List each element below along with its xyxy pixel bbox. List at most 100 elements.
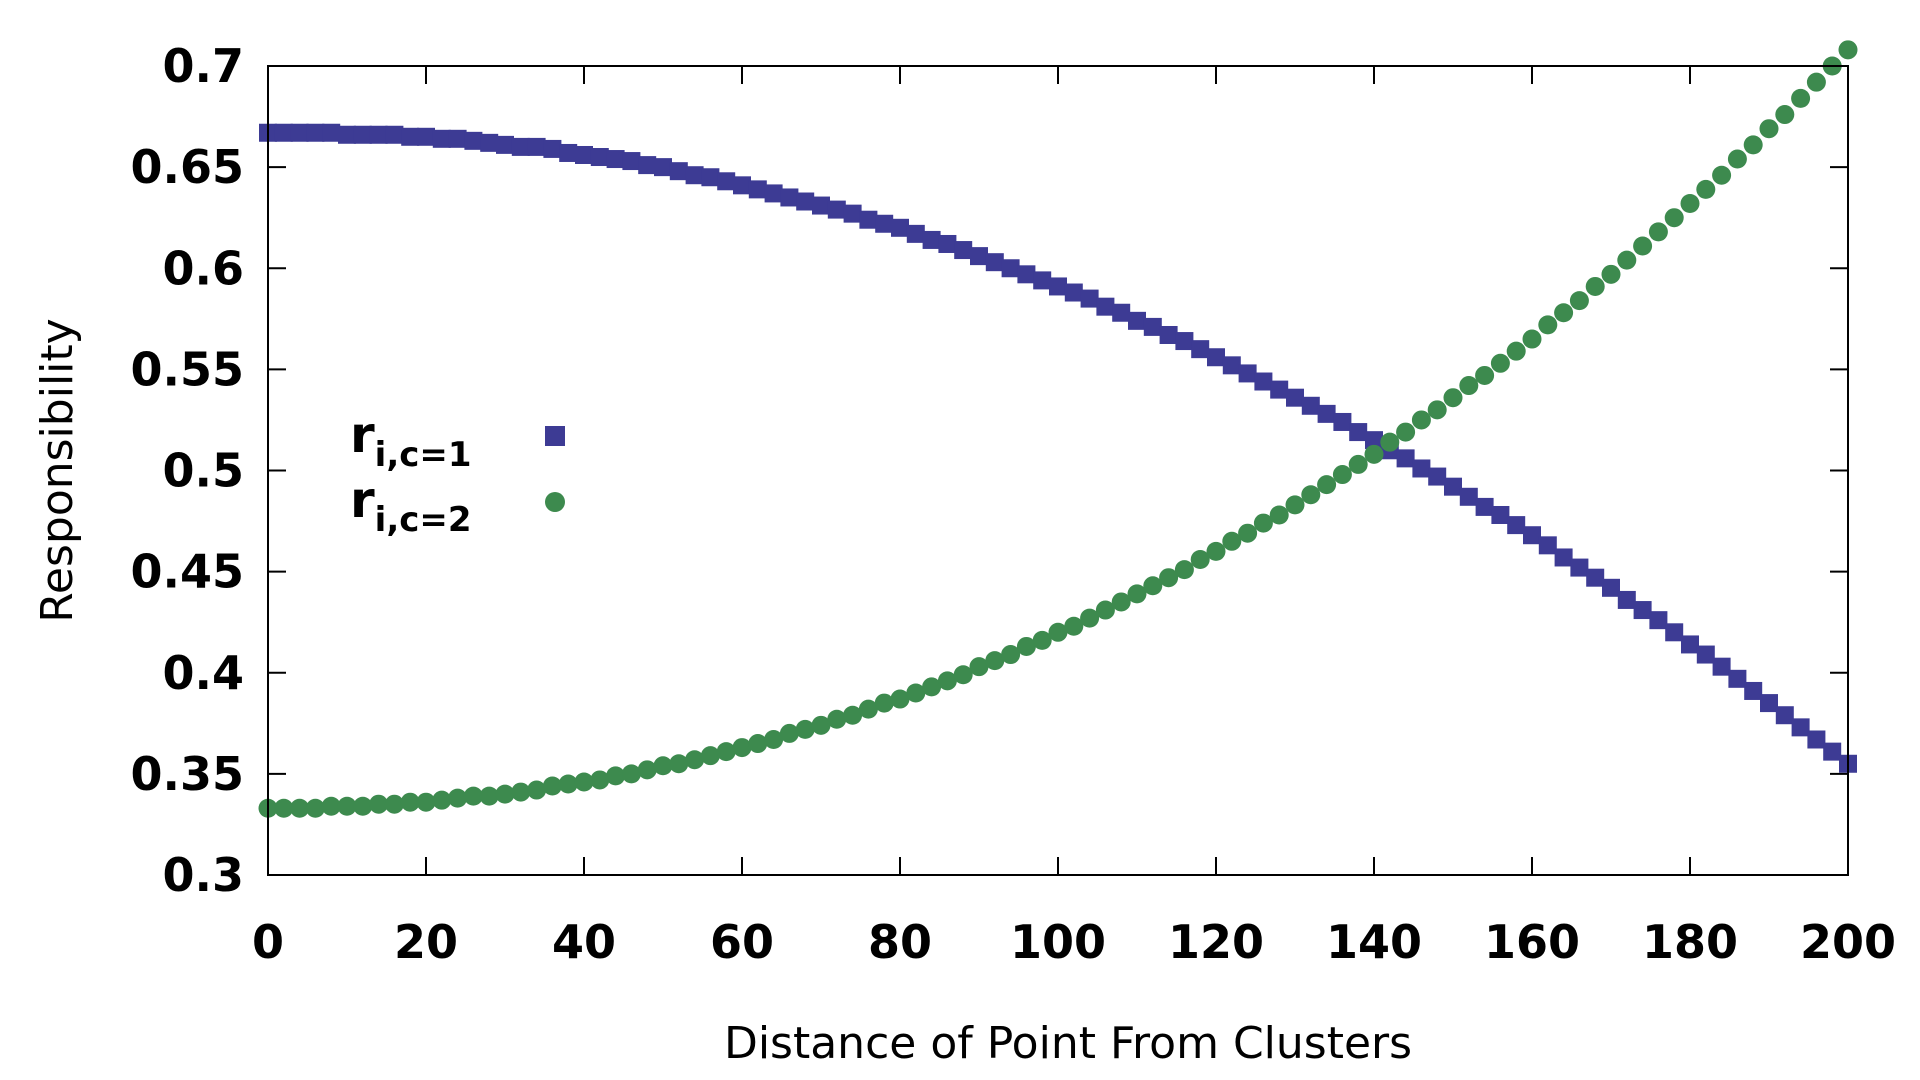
data-point-circle xyxy=(1111,592,1131,612)
data-point-square xyxy=(906,224,925,243)
data-point-square xyxy=(1349,423,1368,442)
data-point-circle xyxy=(1348,454,1368,474)
data-point-circle xyxy=(621,764,641,784)
data-point-square xyxy=(274,123,293,142)
data-point-square xyxy=(1096,297,1115,316)
data-point-circle xyxy=(384,794,404,814)
data-point-square xyxy=(985,253,1004,272)
data-point-square xyxy=(1459,487,1478,506)
data-point-circle xyxy=(953,665,973,685)
axis-ticks xyxy=(267,65,1849,876)
data-point-circle xyxy=(1664,208,1684,228)
data-point-square xyxy=(748,180,767,199)
data-point-square xyxy=(1112,303,1131,322)
data-point-circle xyxy=(1222,531,1242,551)
data-point-circle xyxy=(1727,149,1747,169)
data-point-square xyxy=(843,204,862,223)
data-point-circle xyxy=(274,798,294,818)
data-point-square xyxy=(1665,623,1684,642)
data-point-circle xyxy=(1490,353,1510,373)
data-point-square xyxy=(685,166,704,185)
x-tick-label: 160 xyxy=(1484,915,1580,969)
data-point-square xyxy=(1775,706,1794,725)
data-point-circle xyxy=(337,796,357,816)
data-point-square xyxy=(1791,718,1810,737)
data-point-square xyxy=(1696,645,1715,664)
data-point-square xyxy=(432,129,451,148)
data-point-circle xyxy=(1143,576,1163,596)
data-point-circle xyxy=(1317,475,1337,495)
data-point-square xyxy=(1728,669,1747,688)
data-point-circle xyxy=(764,729,784,749)
data-point-circle xyxy=(1743,135,1763,155)
data-point-square xyxy=(417,127,435,146)
data-point-circle xyxy=(1301,485,1321,505)
data-point-square xyxy=(1823,742,1842,761)
data-point-circle xyxy=(890,689,910,709)
data-point-square xyxy=(1507,516,1526,535)
data-point-square xyxy=(1175,332,1194,351)
data-point-square xyxy=(496,135,514,154)
data-point-circle xyxy=(1080,608,1100,628)
data-point-circle xyxy=(1712,165,1732,185)
legend-square-marker xyxy=(545,426,565,446)
data-point-circle xyxy=(1522,329,1542,349)
data-point-circle xyxy=(1016,636,1036,656)
data-point-circle xyxy=(811,715,831,735)
data-point-circle xyxy=(653,756,673,776)
data-point-circle xyxy=(1427,400,1447,420)
data-point-square xyxy=(669,162,688,181)
data-point-circle xyxy=(590,770,610,790)
data-point-square xyxy=(448,129,467,148)
y-tick-label: 0.3 xyxy=(163,848,245,902)
data-point-circle xyxy=(937,671,957,691)
data-point-square xyxy=(717,172,736,191)
data-point-square xyxy=(559,143,578,162)
data-point-circle xyxy=(1269,505,1289,525)
data-point-square xyxy=(938,234,957,253)
legend-circle-marker xyxy=(545,492,565,512)
data-point-circle xyxy=(827,709,847,729)
data-point-square xyxy=(1080,289,1099,308)
data-point-circle xyxy=(969,657,989,677)
data-point-square xyxy=(1333,412,1352,431)
x-tick-label: 20 xyxy=(394,915,458,969)
data-point-square xyxy=(1412,459,1431,478)
data-point-square xyxy=(764,184,783,203)
data-point-circle xyxy=(1127,584,1147,604)
data-point-circle xyxy=(1759,119,1779,139)
data-point-square xyxy=(385,125,404,144)
data-point-square xyxy=(701,168,720,187)
x-tick-label: 80 xyxy=(868,915,932,969)
data-point-circle xyxy=(637,760,657,780)
data-point-circle xyxy=(1443,388,1463,408)
data-point-circle xyxy=(606,766,626,786)
data-point-square xyxy=(796,192,815,211)
data-point-square xyxy=(1649,611,1668,630)
data-point-square xyxy=(575,145,593,164)
data-point-circle xyxy=(574,772,594,792)
data-point-circle xyxy=(1585,276,1605,296)
series-r-i-c2-points xyxy=(258,40,1858,818)
data-point-square xyxy=(322,123,341,142)
series-r-i-c1-points xyxy=(259,123,1857,773)
data-point-circle xyxy=(1064,616,1084,636)
data-point-square xyxy=(1744,681,1763,700)
data-point-circle xyxy=(558,774,578,794)
data-point-square xyxy=(622,152,641,171)
data-point-circle xyxy=(716,742,736,762)
data-point-square xyxy=(543,139,562,158)
data-point-square xyxy=(1128,311,1146,330)
x-tick-label: 140 xyxy=(1326,915,1422,969)
data-point-circle xyxy=(1648,222,1668,242)
data-point-circle xyxy=(463,786,483,806)
data-point-circle xyxy=(1048,622,1068,642)
data-point-circle xyxy=(1238,523,1258,543)
data-point-square xyxy=(1001,259,1020,278)
data-point-square xyxy=(1207,348,1225,367)
data-point-square xyxy=(464,131,483,150)
data-point-square xyxy=(875,214,894,233)
data-point-square xyxy=(1602,578,1620,597)
data-point-square xyxy=(1586,568,1605,587)
data-point-circle xyxy=(353,796,373,816)
